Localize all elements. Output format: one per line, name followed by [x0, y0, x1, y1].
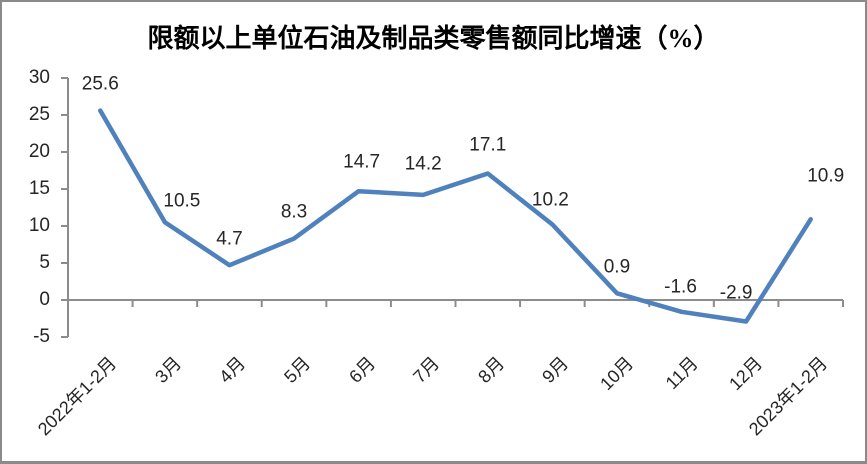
data-label: 0.9: [603, 256, 631, 278]
data-series-line: [98, 108, 813, 324]
chart-title: 限额以上单位石油及制品类零售额同比增速（%）: [147, 24, 720, 53]
data-label: 8.3: [280, 201, 308, 223]
data-label: 10.5: [163, 190, 201, 212]
y-axis-tick-label: -5: [33, 326, 50, 347]
data-label: 17.1: [469, 134, 507, 156]
y-axis-tick-label: 25: [28, 104, 50, 125]
y-axis-tick-label: 5: [39, 252, 50, 273]
data-label: 14.2: [404, 153, 442, 175]
y-axis-tick-label: 0: [39, 289, 50, 310]
data-label: 4.7: [216, 228, 243, 250]
data-label: -1.6: [664, 276, 697, 298]
y-axis-tick-label: 30: [28, 67, 50, 88]
y-axis-tick-label: 15: [28, 178, 50, 199]
data-label: 10.2: [531, 189, 569, 211]
data-label: 10.9: [807, 165, 845, 187]
data-label: 14.7: [343, 151, 381, 173]
data-label: 25.6: [81, 73, 119, 95]
y-axis-tick-label: 20: [28, 141, 50, 162]
data-label: -2.9: [719, 282, 753, 304]
y-axis-tick-label: 10: [28, 215, 50, 236]
